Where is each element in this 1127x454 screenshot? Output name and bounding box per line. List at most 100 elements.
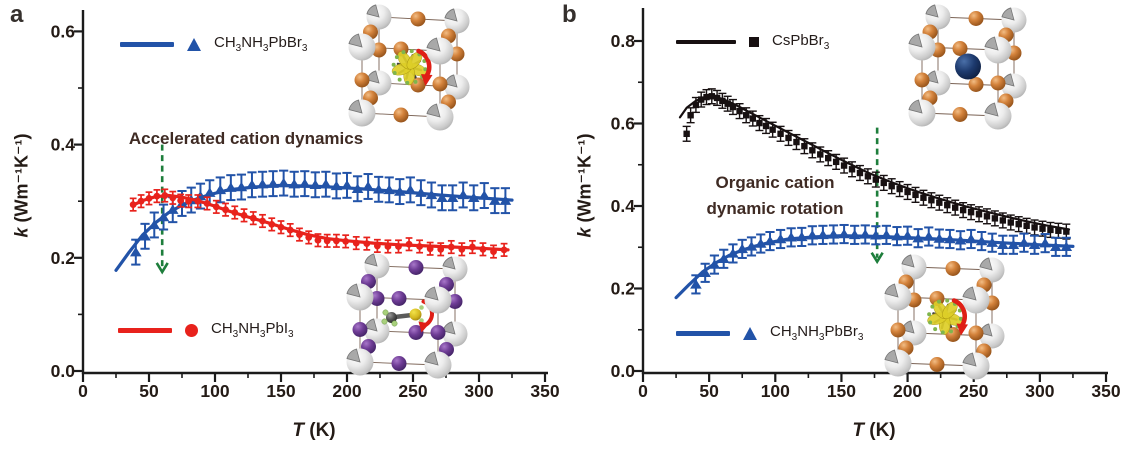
square-marker-icon	[687, 112, 694, 119]
hydrogen-atom	[419, 305, 424, 310]
data-point	[1039, 233, 1051, 254]
atom-sphere	[990, 75, 1006, 91]
legend-mapbbr3-panel-a: CH3NH3PbBr3	[120, 34, 308, 54]
panel-a-y-axis-label: k (Wm⁻¹K⁻¹)	[12, 61, 33, 311]
circle-marker-icon	[447, 243, 455, 251]
data-point	[871, 171, 880, 188]
data-point	[169, 190, 177, 205]
data-point	[919, 189, 928, 206]
data-point	[139, 222, 151, 250]
data-point	[323, 233, 331, 248]
data-point	[426, 241, 434, 256]
triangle-marker-icon	[717, 253, 730, 263]
data-point	[1006, 214, 1015, 231]
y-tick-label: 0.8	[611, 31, 636, 51]
data-point	[416, 239, 423, 254]
square-marker-icon	[703, 93, 710, 101]
circle-marker-icon	[153, 192, 161, 200]
data-point	[887, 178, 896, 195]
square-marker-icon	[1039, 225, 1046, 232]
data-point	[185, 194, 193, 209]
arrowhead-icon	[870, 252, 884, 265]
sphere-cut-wedge	[348, 99, 363, 114]
rotation-arrowhead-icon	[418, 321, 430, 333]
hydrogen-atom	[423, 67, 428, 72]
data-point	[795, 226, 808, 248]
x-tick-label: 200	[332, 381, 361, 401]
temperature-units: (K)	[863, 420, 896, 441]
circle-marker-icon	[490, 248, 497, 255]
circle-marker-icon	[212, 203, 220, 211]
circle-marker-icon	[458, 245, 466, 253]
circle-marker-icon	[268, 221, 276, 228]
y-tick-label: 0.6	[611, 114, 636, 134]
atom-sphere	[890, 322, 906, 338]
data-point	[194, 194, 202, 209]
y-tick-label: 0.2	[51, 248, 76, 268]
data-point	[954, 230, 967, 251]
circle-marker-icon	[373, 242, 381, 250]
atom-sphere	[952, 41, 968, 56]
atom-sphere	[391, 291, 407, 306]
square-marker-icon	[856, 169, 864, 177]
triangle-marker-icon	[214, 184, 227, 195]
sphere-cut-wedge	[346, 348, 361, 363]
data-point	[808, 142, 817, 159]
data-point	[690, 274, 702, 295]
triangle-marker-icon	[320, 179, 332, 189]
data-point	[333, 233, 340, 248]
hydrogen-atom	[382, 309, 389, 316]
triangle-marker-icon	[166, 204, 179, 214]
rotation-arrowhead-icon	[421, 74, 433, 86]
legend-mapbi3-panel-a: CH3NH3PbI3	[118, 320, 294, 340]
atom-sphere	[952, 107, 968, 122]
sphere-cut-wedge	[426, 103, 441, 118]
atom-sphere	[968, 325, 984, 341]
circle-marker-icon	[259, 217, 266, 225]
square-marker-icon	[809, 147, 816, 154]
circle-marker-icon	[286, 226, 294, 234]
panel-b-axes: 0.0 0.2 0.4 0.6 0.8 0 50 100 150 200 250 300 350	[611, 8, 1121, 401]
square-marker-icon	[920, 194, 927, 201]
data-point	[479, 242, 487, 257]
triangle-marker-icon	[187, 37, 201, 51]
legend-label: CH3NH3PbBr3	[214, 34, 308, 54]
triangle-marker-icon	[708, 259, 721, 269]
circle-marker-icon	[161, 192, 169, 199]
data-point	[214, 176, 227, 204]
circle-marker-icon	[145, 194, 153, 202]
atom-sphere	[955, 53, 981, 80]
data-point	[827, 224, 840, 245]
data-point	[235, 173, 248, 201]
panel-b-transition-arrow	[870, 127, 884, 265]
square-marker-icon	[708, 93, 715, 100]
temperature-units: (K)	[303, 420, 336, 441]
data-point	[754, 233, 767, 254]
inset-cspbbr3-crystal-structure	[908, 4, 1027, 130]
kappa-units: (Wm⁻¹K⁻¹)	[11, 133, 32, 228]
circle-marker-icon	[333, 237, 340, 245]
data-point	[351, 175, 364, 203]
triangle-marker-icon	[870, 230, 882, 240]
triangle-marker-icon	[256, 179, 269, 189]
hydrogen-atom	[409, 49, 414, 54]
circle-marker-icon	[342, 237, 350, 245]
data-point	[1014, 216, 1023, 233]
data-point	[768, 121, 777, 138]
atom-sphere	[408, 260, 424, 275]
data-point	[832, 153, 841, 170]
square-marker-icon	[1015, 220, 1022, 228]
triangle-marker-icon	[754, 238, 767, 248]
atom-sphere	[945, 261, 961, 276]
triangle-marker-icon	[246, 179, 258, 189]
circle-marker-icon	[137, 197, 145, 205]
data-point	[341, 171, 353, 199]
y-tick-label: 0.6	[51, 21, 76, 41]
sphere-cut-wedge	[908, 99, 923, 114]
data-point	[1018, 232, 1030, 253]
atom-sphere	[929, 357, 945, 372]
data-point	[177, 193, 185, 208]
triangle-marker-icon	[817, 229, 829, 240]
data-point	[1049, 236, 1062, 257]
panel-b-y-axis-label: k (Wm⁻¹K⁻¹)	[575, 61, 596, 311]
